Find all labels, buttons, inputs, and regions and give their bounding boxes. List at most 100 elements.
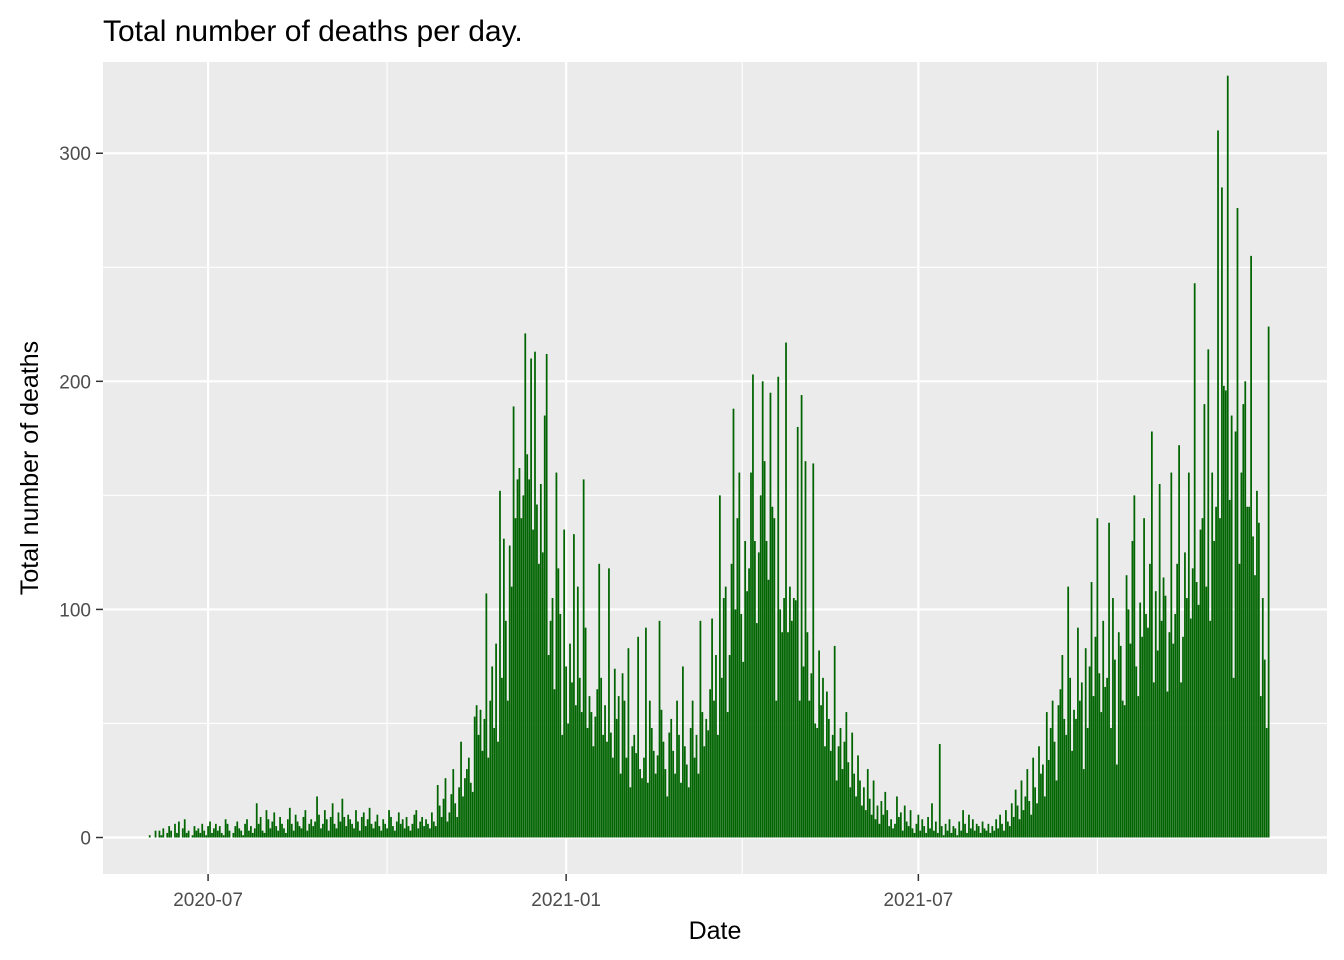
bar (1036, 803, 1038, 838)
bar (586, 728, 589, 838)
bar (1259, 696, 1262, 838)
bar (413, 814, 416, 838)
bar (1166, 691, 1169, 838)
bar (711, 618, 713, 838)
bar (362, 812, 365, 838)
bar (950, 832, 953, 838)
bar (475, 705, 478, 838)
bar (588, 696, 591, 838)
bar (1258, 522, 1260, 838)
bar (213, 828, 215, 838)
bar (1174, 613, 1177, 838)
bar (250, 826, 252, 838)
bar (960, 830, 963, 838)
bar (263, 832, 266, 838)
bar (430, 812, 433, 838)
bar (1055, 780, 1058, 838)
bar (269, 828, 272, 838)
bar (837, 746, 840, 838)
bar (394, 830, 396, 838)
bar (1014, 789, 1017, 838)
bar (1059, 689, 1062, 838)
bar (701, 712, 704, 838)
x-tick-label: 2021-07 (883, 890, 953, 911)
bar (1077, 627, 1079, 838)
bar (197, 828, 200, 838)
bar (1232, 677, 1235, 838)
bar (493, 728, 496, 838)
bar (1123, 705, 1126, 838)
bar (853, 773, 856, 838)
bar (257, 823, 260, 838)
bar (761, 381, 764, 838)
bar (746, 591, 748, 838)
bar (816, 728, 819, 838)
bar (364, 826, 367, 838)
bar (896, 796, 898, 838)
bar (279, 816, 281, 838)
bar (814, 723, 817, 838)
bar (767, 579, 770, 838)
bar (954, 828, 957, 838)
bar (304, 810, 307, 838)
bar (1034, 787, 1036, 838)
bar (497, 741, 499, 838)
y-tick-label: 0 (80, 829, 91, 850)
bar (327, 830, 330, 838)
bar (899, 812, 902, 838)
bar (771, 506, 774, 838)
bar (732, 408, 735, 838)
x-axis-title: Date (689, 917, 742, 945)
bar (1042, 764, 1044, 838)
bar (211, 832, 213, 838)
bar (1263, 659, 1266, 838)
bar (1156, 650, 1159, 838)
bar (806, 632, 809, 838)
bar (504, 620, 507, 838)
bar (536, 504, 538, 838)
bar (705, 718, 708, 838)
bar (635, 753, 638, 838)
bar (833, 645, 836, 838)
bar (551, 598, 554, 838)
bar (892, 828, 894, 838)
bar (325, 819, 328, 838)
bar (936, 832, 939, 838)
bar (1158, 483, 1161, 838)
bar (917, 814, 920, 838)
bar (882, 814, 885, 838)
bar (995, 819, 998, 838)
bar (872, 780, 875, 838)
bar (668, 732, 671, 838)
bar (351, 823, 353, 838)
bar (808, 700, 811, 838)
bar (660, 709, 663, 838)
bar (277, 830, 280, 838)
bar (880, 801, 883, 838)
bar (218, 826, 221, 838)
bar (911, 828, 914, 838)
bar (403, 828, 406, 838)
bar (234, 826, 237, 838)
bar (919, 830, 922, 838)
bar (656, 755, 659, 838)
bar (966, 832, 968, 838)
bar (399, 823, 402, 838)
bar (514, 518, 517, 838)
bar (1080, 682, 1083, 838)
bar (781, 632, 784, 838)
bar (1061, 655, 1064, 838)
bar (929, 828, 931, 838)
bar (1125, 575, 1128, 838)
bar (1252, 536, 1254, 838)
bar (464, 778, 466, 838)
bar (750, 472, 752, 838)
bar (1040, 773, 1042, 838)
bar (355, 810, 357, 838)
bar (938, 743, 941, 838)
bar (285, 832, 287, 838)
bar (479, 709, 482, 838)
bar (1114, 659, 1116, 838)
bar (755, 623, 758, 838)
bar (874, 819, 877, 838)
